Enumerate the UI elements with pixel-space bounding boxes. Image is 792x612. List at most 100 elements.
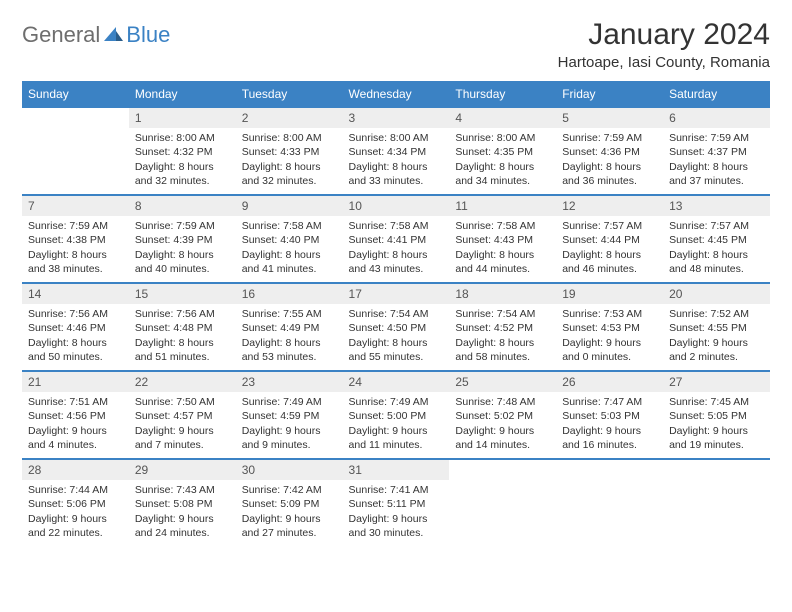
day-line: Sunset: 5:06 PM xyxy=(28,497,123,511)
day-line: and 40 minutes. xyxy=(135,262,230,276)
day-line: and 53 minutes. xyxy=(242,350,337,364)
day-number: 27 xyxy=(663,372,770,392)
day-line: Sunset: 4:50 PM xyxy=(349,321,444,335)
day-cell: 11Sunrise: 7:58 AMSunset: 4:43 PMDayligh… xyxy=(449,196,556,282)
day-cell: 21Sunrise: 7:51 AMSunset: 4:56 PMDayligh… xyxy=(22,372,129,458)
day-line: and 41 minutes. xyxy=(242,262,337,276)
day-line: Sunset: 4:41 PM xyxy=(349,233,444,247)
day-line: Sunset: 4:56 PM xyxy=(28,409,123,423)
day-number: 2 xyxy=(236,108,343,128)
day-header: Friday xyxy=(556,82,663,106)
day-header-row: Sunday Monday Tuesday Wednesday Thursday… xyxy=(22,81,770,106)
day-cell: 30Sunrise: 7:42 AMSunset: 5:09 PMDayligh… xyxy=(236,460,343,546)
day-cell: 8Sunrise: 7:59 AMSunset: 4:39 PMDaylight… xyxy=(129,196,236,282)
day-body: Sunrise: 8:00 AMSunset: 4:35 PMDaylight:… xyxy=(449,128,556,194)
day-line: Sunrise: 7:44 AM xyxy=(28,483,123,497)
day-line: Sunset: 4:35 PM xyxy=(455,145,550,159)
day-number: 24 xyxy=(343,372,450,392)
day-line: Sunrise: 7:41 AM xyxy=(349,483,444,497)
day-line: Sunset: 4:40 PM xyxy=(242,233,337,247)
day-number: 28 xyxy=(22,460,129,480)
day-line: Sunrise: 7:58 AM xyxy=(242,219,337,233)
week-row: 28 Sunrise: 7:44 AMSunset: 5:06 PM Dayligh… xyxy=(22,458,770,546)
day-line: Sunset: 4:36 PM xyxy=(562,145,657,159)
week-row: 14Sunrise: 7:56 AMSunset: 4:46 PMDayligh… xyxy=(22,282,770,370)
day-line: and 36 minutes. xyxy=(562,174,657,188)
day-line: Sunrise: 7:45 AM xyxy=(669,395,764,409)
day-cell: 27Sunrise: 7:45 AMSunset: 5:05 PMDayligh… xyxy=(663,372,770,458)
day-number: 19 xyxy=(556,284,663,304)
day-line: Sunset: 5:09 PM xyxy=(242,497,337,511)
day-number: 8 xyxy=(129,196,236,216)
week-row: 1 Sunrise: 8:00 AMSunset: 4:32 PM Daylight… xyxy=(22,106,770,194)
day-number: 21 xyxy=(22,372,129,392)
day-line: Daylight: 8 hours xyxy=(562,248,657,262)
day-cell: 15Sunrise: 7:56 AMSunset: 4:48 PMDayligh… xyxy=(129,284,236,370)
day-line: and 16 minutes. xyxy=(562,438,657,452)
day-body: Sunrise: 7:59 AMSunset: 4:36 PMDaylight:… xyxy=(556,128,663,194)
day-line: and 58 minutes. xyxy=(455,350,550,364)
day-cell: 31Sunrise: 7:41 AMSunset: 5:11 PMDayligh… xyxy=(343,460,450,546)
day-body: Sunrise: 7:59 AMSunset: 4:38 PMDaylight:… xyxy=(22,216,129,282)
day-line: and 46 minutes. xyxy=(562,262,657,276)
day-number: 16 xyxy=(236,284,343,304)
logo-mark-icon xyxy=(104,25,124,46)
day-line: Daylight: 9 hours xyxy=(349,424,444,438)
day-line: and 11 minutes. xyxy=(349,438,444,452)
day-line: and 33 minutes. xyxy=(349,174,444,188)
day-cell xyxy=(22,108,129,194)
day-body: Sunrise: 7:57 AMSunset: 4:45 PMDaylight:… xyxy=(663,216,770,282)
day-number: 7 xyxy=(22,196,129,216)
day-line: Daylight: 9 hours xyxy=(135,512,230,526)
day-line: Sunrise: 7:47 AM xyxy=(562,395,657,409)
day-line: and 51 minutes. xyxy=(135,350,230,364)
day-body: Sunrise: 7:50 AMSunset: 4:57 PMDaylight:… xyxy=(129,392,236,458)
day-cell: 20Sunrise: 7:52 AMSunset: 4:55 PMDayligh… xyxy=(663,284,770,370)
day-line: and 34 minutes. xyxy=(455,174,550,188)
day-number: 10 xyxy=(343,196,450,216)
day-line: Sunrise: 7:58 AM xyxy=(349,219,444,233)
day-line: and 32 minutes. xyxy=(135,174,230,188)
day-body: Sunrise: 7:55 AMSunset: 4:49 PMDaylight:… xyxy=(236,304,343,370)
day-line: and 30 minutes. xyxy=(349,526,444,540)
day-line: Sunset: 5:02 PM xyxy=(455,409,550,423)
day-body: Sunrise: 7:49 AMSunset: 5:00 PMDaylight:… xyxy=(343,392,450,458)
day-line: and 50 minutes. xyxy=(28,350,123,364)
day-line: Sunset: 4:39 PM xyxy=(135,233,230,247)
day-number: 12 xyxy=(556,196,663,216)
day-number: 9 xyxy=(236,196,343,216)
day-line: and 19 minutes. xyxy=(669,438,764,452)
day-line: Sunset: 4:46 PM xyxy=(28,321,123,335)
logo-general-text: General xyxy=(22,22,100,48)
day-line: Sunset: 4:32 PM xyxy=(135,145,230,159)
day-header: Sunday xyxy=(22,82,129,106)
day-number: 22 xyxy=(129,372,236,392)
day-cell: 2Sunrise: 8:00 AMSunset: 4:33 PMDaylight… xyxy=(236,108,343,194)
day-line: Daylight: 8 hours xyxy=(669,160,764,174)
day-line: Sunset: 5:11 PM xyxy=(349,497,444,511)
day-line: Sunrise: 7:59 AM xyxy=(562,131,657,145)
day-number: 31 xyxy=(343,460,450,480)
day-cell xyxy=(556,460,663,546)
day-line: Sunset: 4:52 PM xyxy=(455,321,550,335)
day-body: Sunrise: 8:00 AMSunset: 4:34 PMDaylight:… xyxy=(343,128,450,194)
day-body: Sunrise: 8:00 AMSunset: 4:33 PMDaylight:… xyxy=(236,128,343,194)
day-line: Daylight: 8 hours xyxy=(242,336,337,350)
day-line: Sunrise: 7:49 AM xyxy=(242,395,337,409)
day-line: Sunset: 4:57 PM xyxy=(135,409,230,423)
day-line: and 27 minutes. xyxy=(242,526,337,540)
day-cell: 24Sunrise: 7:49 AMSunset: 5:00 PMDayligh… xyxy=(343,372,450,458)
day-line: Sunrise: 8:00 AM xyxy=(135,131,230,145)
logo: General Blue xyxy=(22,18,170,48)
day-line: Daylight: 8 hours xyxy=(242,248,337,262)
day-line: Sunrise: 7:55 AM xyxy=(242,307,337,321)
day-cell: 1Sunrise: 8:00 AMSunset: 4:32 PMDaylight… xyxy=(129,108,236,194)
day-number: 1 xyxy=(129,108,236,128)
day-cell: 25Sunrise: 7:48 AMSunset: 5:02 PMDayligh… xyxy=(449,372,556,458)
day-line: Daylight: 8 hours xyxy=(349,336,444,350)
day-line: Sunset: 4:48 PM xyxy=(135,321,230,335)
day-line: Sunset: 4:34 PM xyxy=(349,145,444,159)
day-line: Sunrise: 7:54 AM xyxy=(349,307,444,321)
day-body: Sunrise: 7:51 AMSunset: 4:56 PMDaylight:… xyxy=(22,392,129,458)
day-line: Sunset: 4:55 PM xyxy=(669,321,764,335)
